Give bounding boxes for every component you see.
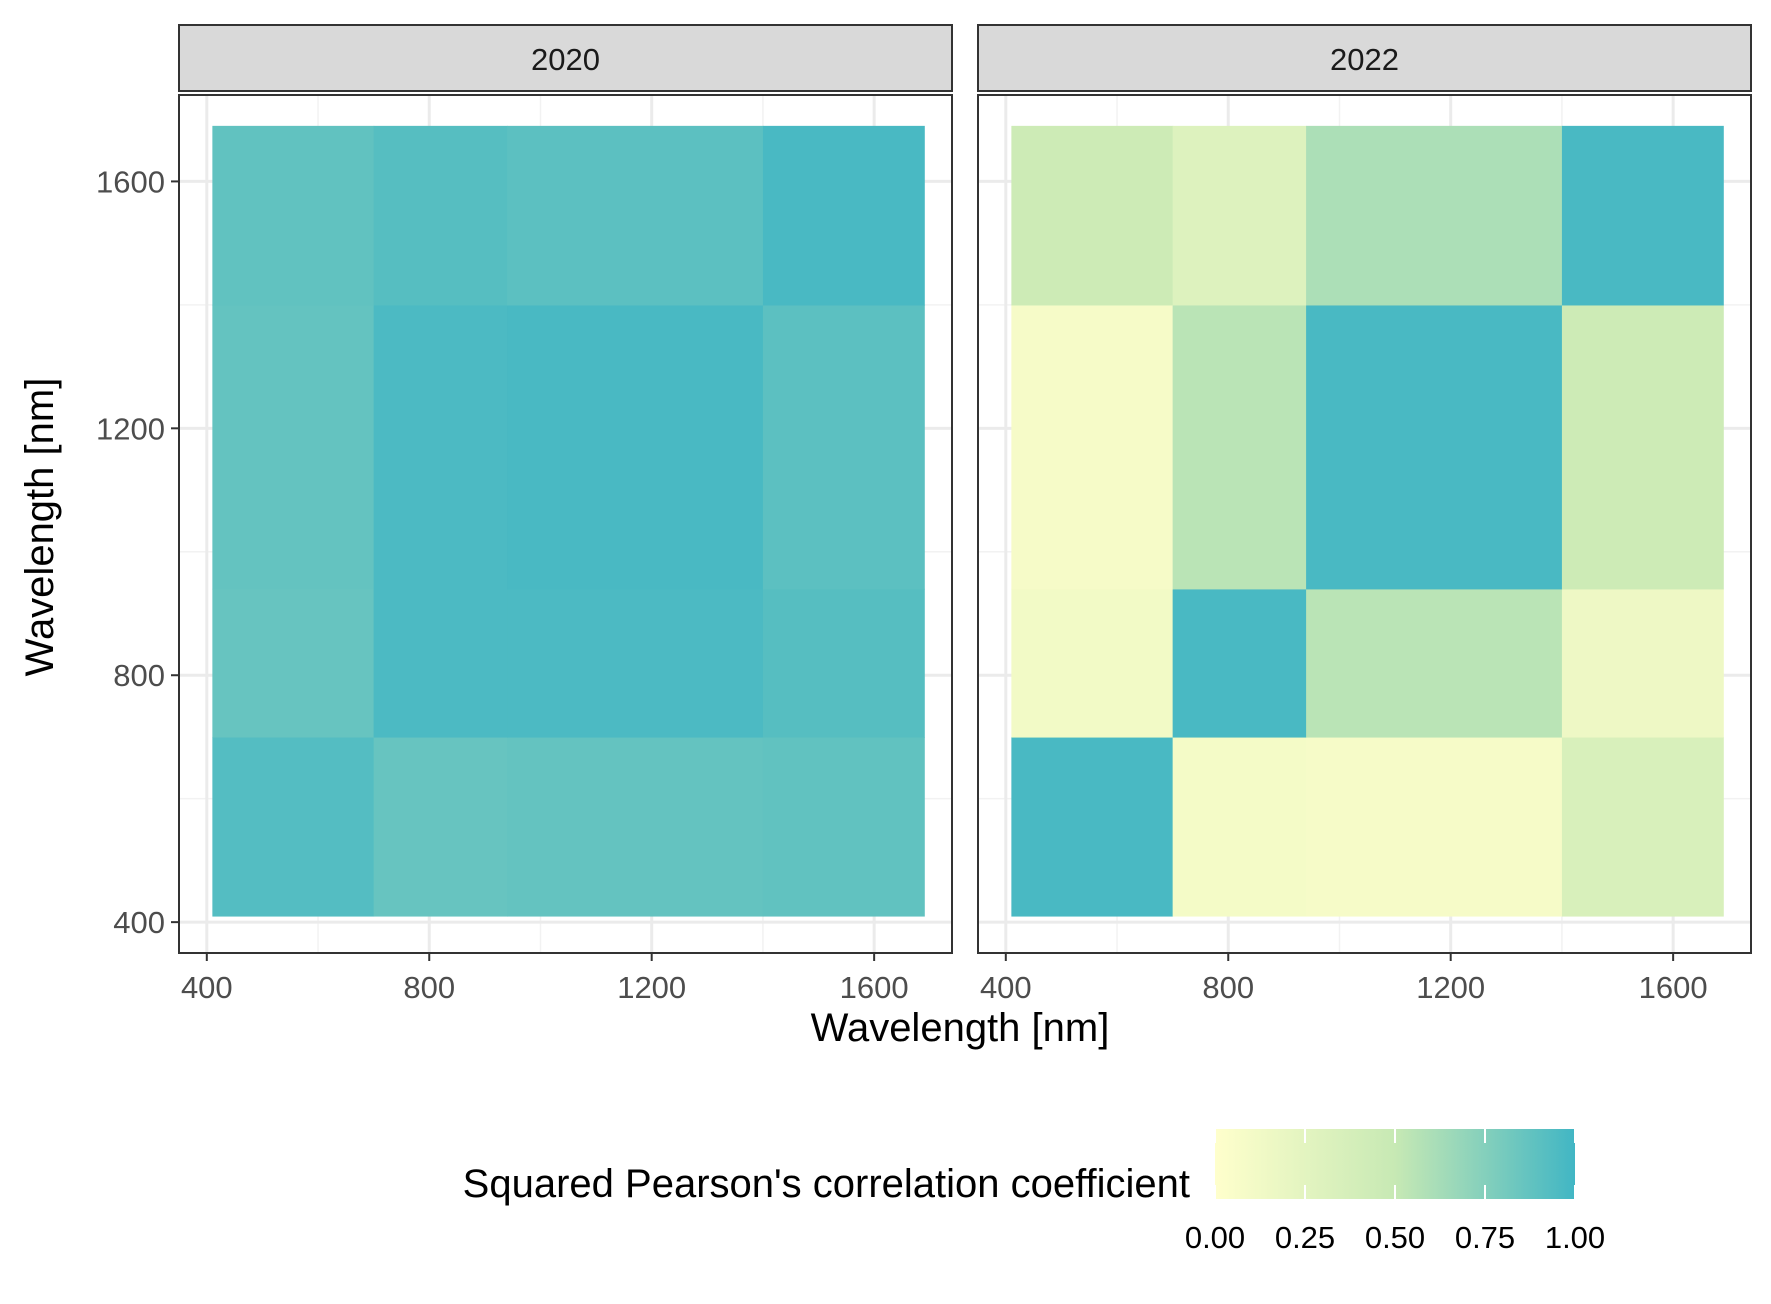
y-axis-title: Wavelength [nm] — [18, 378, 62, 677]
heatmap-cell — [762, 736, 925, 917]
heatmap-cell — [1306, 588, 1563, 738]
legend-tick-label: 0.00 — [1185, 1220, 1245, 1255]
y-tick-label: 800 — [113, 658, 165, 693]
heatmap-cell — [1561, 736, 1724, 917]
facet-strip — [178, 24, 953, 92]
x-tick-label: 800 — [1202, 970, 1254, 1005]
facet-strip-label: 2020 — [531, 42, 600, 77]
facet-strip-label: 2022 — [1330, 42, 1399, 77]
heatmap-cells — [1011, 125, 1724, 917]
heatmap-cell — [1172, 588, 1307, 738]
heatmap-cell — [1172, 736, 1307, 917]
legend-tick-label: 1.00 — [1545, 1220, 1605, 1255]
y-tick-label: 400 — [113, 905, 165, 940]
legend-tick-label: 0.25 — [1275, 1220, 1335, 1255]
facet-strip — [977, 24, 1752, 92]
heatmap-cell — [1306, 736, 1563, 917]
heatmap-cell — [762, 588, 925, 738]
heatmap-cells — [212, 125, 925, 917]
heatmap-cell — [212, 304, 375, 590]
heatmap-cell — [212, 125, 375, 306]
heatmap-cell — [1561, 588, 1724, 738]
heatmap-cell — [762, 125, 925, 306]
heatmap-cell — [507, 304, 764, 590]
heatmap-cell — [1011, 125, 1174, 306]
heatmap-cell — [373, 304, 508, 590]
x-tick-label: 1200 — [1416, 970, 1485, 1005]
x-tick-label: 1200 — [617, 970, 686, 1005]
heatmap-cell — [373, 736, 508, 917]
heatmap-cell — [1011, 588, 1174, 738]
heatmap-cell — [1561, 125, 1724, 306]
heatmap-cell — [212, 588, 375, 738]
heatmap-cell — [1172, 304, 1307, 590]
heatmap-cell — [1011, 304, 1174, 590]
facet-panel-2020: 2020 400 800 1200 1600 400 800 1200 1600 — [96, 24, 953, 1005]
heatmap-cell — [1306, 125, 1563, 306]
x-axis-title: Wavelength [nm] — [811, 1006, 1110, 1050]
panel-border — [977, 94, 1752, 954]
heatmap-cell — [1172, 125, 1307, 306]
x-tick-label: 400 — [181, 970, 233, 1005]
x-tick-label: 1600 — [840, 970, 909, 1005]
legend-title: Squared Pearson's correlation coefficien… — [463, 1162, 1190, 1206]
heatmap-cell — [762, 304, 925, 590]
heatmap-cell — [212, 736, 375, 917]
facet-panel-2022: 2022 400 800 1200 1600 — [977, 24, 1752, 1005]
heatmap-cell — [507, 588, 764, 738]
legend-tick-label: 0.50 — [1365, 1220, 1425, 1255]
legend-tick-label: 0.75 — [1455, 1220, 1515, 1255]
y-tick-label: 1200 — [96, 411, 165, 446]
heatmap-cell — [1561, 304, 1724, 590]
y-tick-label: 1600 — [96, 164, 165, 199]
x-tick-label: 400 — [980, 970, 1032, 1005]
heatmap-cell — [373, 588, 508, 738]
heatmap-cell — [507, 125, 764, 306]
panel-border — [178, 94, 953, 954]
legend: Squared Pearson's correlation coefficien… — [463, 1129, 1605, 1255]
heatmap-cell — [373, 125, 508, 306]
heatmap-cell — [1011, 736, 1174, 917]
heatmap-cell — [1306, 304, 1563, 590]
x-tick-label: 800 — [403, 970, 455, 1005]
heatmap-cell — [507, 736, 764, 917]
x-tick-label: 1600 — [1639, 970, 1708, 1005]
